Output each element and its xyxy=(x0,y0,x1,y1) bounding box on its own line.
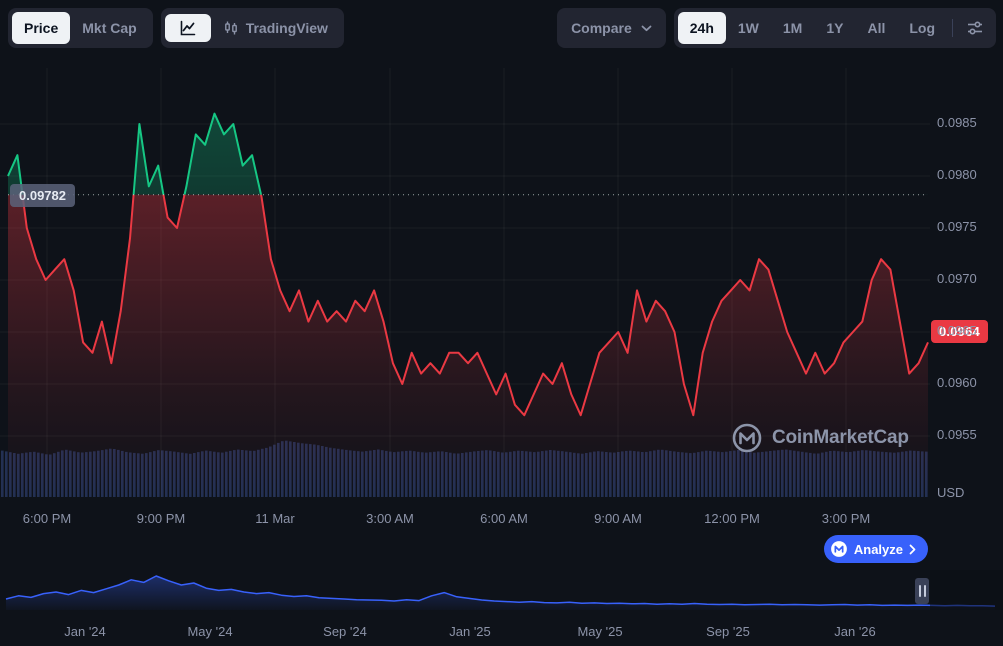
timeframe-all-button[interactable]: All xyxy=(855,12,897,44)
toolbar-left: Price Mkt Cap xyxy=(8,8,344,48)
watermark-text: CoinMarketCap xyxy=(772,427,909,448)
y-axis-label: 0.0965 xyxy=(937,323,977,338)
compare-label: Compare xyxy=(571,20,632,36)
x-axis-label: 9:00 PM xyxy=(136,511,186,526)
range-axis-label: Sep '25 xyxy=(706,624,750,639)
y-axis-label: 0.0985 xyxy=(937,115,977,130)
range-axis-label: Jan '24 xyxy=(64,624,106,639)
analyze-button[interactable]: Analyze xyxy=(823,535,928,563)
x-axis-label: 3:00 AM xyxy=(366,511,414,526)
current-price-badge: 0.0964 xyxy=(931,320,988,343)
tradingview-label: TradingView xyxy=(245,20,328,36)
y-axis-label: 0.0955 xyxy=(937,427,977,442)
sliders-icon xyxy=(966,19,984,37)
timeframe-24h-button[interactable]: 24h xyxy=(677,12,726,44)
x-axis-label: 3:00 PM xyxy=(821,511,871,526)
toolbar: Price Mkt Cap xyxy=(8,8,996,48)
price-chart[interactable] xyxy=(0,68,930,498)
log-scale-button[interactable]: Log xyxy=(897,12,947,44)
x-axis-label: 6:00 PM xyxy=(22,511,72,526)
toolbar-right: Compare 24h 1W 1M 1Y All Log xyxy=(557,8,996,48)
chevron-right-icon xyxy=(909,544,916,555)
x-axis-label: 9:00 AM xyxy=(594,511,642,526)
range-unselected-overlay xyxy=(930,570,1003,610)
coinmarketcap-logo-icon xyxy=(731,422,763,454)
timeframe-group: 24h 1W 1M 1Y All Log xyxy=(673,8,996,48)
y-axis-unit-label: USD xyxy=(937,485,965,500)
range-axis-label: Jan '25 xyxy=(449,624,491,639)
y-axis-label: 0.0970 xyxy=(937,271,977,286)
range-axis-label: Jan '26 xyxy=(834,624,876,639)
range-axis-label: May '24 xyxy=(187,624,233,639)
analyze-label: Analyze xyxy=(853,541,903,557)
toolbar-divider xyxy=(952,19,953,37)
range-axis-label: Sep '24 xyxy=(323,624,367,639)
chart-type-group: TradingView xyxy=(160,8,344,48)
open-price-baseline-badge: 0.09782 xyxy=(10,184,75,207)
coinmarketcap-watermark: CoinMarketCap xyxy=(731,422,909,454)
y-axis-label: 0.0975 xyxy=(937,219,977,234)
range-axis-label: May '25 xyxy=(577,624,623,639)
timeframe-1w-button[interactable]: 1W xyxy=(726,12,771,44)
candlestick-icon xyxy=(223,20,239,36)
x-axis-label: 12:00 PM xyxy=(704,511,760,526)
date-range-chart[interactable] xyxy=(0,570,1003,610)
range-drag-handle[interactable] xyxy=(915,578,929,604)
compare-button[interactable]: Compare xyxy=(557,8,666,48)
mkt-cap-toggle-button[interactable]: Mkt Cap xyxy=(70,12,148,44)
line-chart-icon xyxy=(179,19,197,37)
y-axis-label: 0.0960 xyxy=(937,375,977,390)
chevron-down-icon xyxy=(641,25,652,32)
x-axis-label: 6:00 AM xyxy=(480,511,528,526)
chart-settings-button[interactable] xyxy=(958,14,992,42)
price-toggle-button[interactable]: Price xyxy=(12,12,71,44)
timeframe-1y-button[interactable]: 1Y xyxy=(814,12,855,44)
x-axis-label: 11 Mar xyxy=(255,511,295,526)
timeframe-1m-button[interactable]: 1M xyxy=(771,12,814,44)
coinmarketcap-badge-icon xyxy=(830,540,848,558)
tradingview-chart-type-button[interactable]: TradingView xyxy=(211,12,340,44)
metric-toggle-group: Price Mkt Cap xyxy=(8,8,153,48)
y-axis-label: 0.0980 xyxy=(937,167,977,182)
line-chart-type-button[interactable] xyxy=(164,14,211,42)
